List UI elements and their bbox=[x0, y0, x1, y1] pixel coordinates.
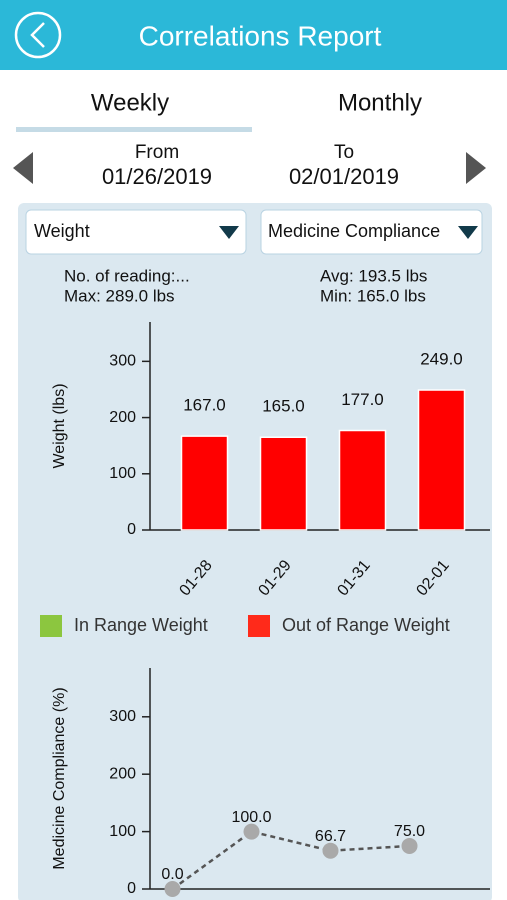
data-label: 167.0 bbox=[183, 396, 226, 415]
data-label: 177.0 bbox=[341, 390, 384, 409]
stat: Avg: 193.5 lbs bbox=[320, 266, 427, 285]
selector-text: Weight bbox=[34, 221, 90, 241]
point bbox=[401, 837, 418, 854]
dropdown-icon bbox=[458, 226, 478, 239]
y-tick-label: 100 bbox=[109, 465, 136, 482]
next-arrow[interactable] bbox=[466, 152, 486, 184]
stat: Max: 289.0 lbs bbox=[64, 286, 175, 305]
tab[interactable]: Weekly bbox=[91, 89, 169, 116]
prev-arrow[interactable] bbox=[13, 152, 33, 184]
data-label: 75.0 bbox=[394, 823, 425, 840]
data-label: 0.0 bbox=[161, 866, 183, 883]
legend-swatch bbox=[40, 615, 62, 637]
tab-underline bbox=[16, 127, 252, 132]
tab[interactable]: Monthly bbox=[338, 89, 422, 116]
back-arrow bbox=[30, 22, 45, 48]
legend-swatch bbox=[248, 615, 270, 637]
y-tick-label: 0 bbox=[127, 521, 136, 538]
y-tick-label: 0 bbox=[127, 880, 136, 897]
bar bbox=[338, 429, 387, 531]
bar bbox=[180, 435, 229, 531]
header-bar bbox=[0, 0, 507, 70]
legend-label: Out of Range Weight bbox=[282, 615, 450, 635]
data-label: 249.0 bbox=[420, 350, 463, 369]
y-tick-label: 300 bbox=[109, 708, 136, 725]
to-date: 02/01/2019 bbox=[289, 164, 399, 189]
dropdown-icon bbox=[219, 226, 239, 239]
data-label: 66.7 bbox=[315, 828, 346, 845]
y-axis-label: Medicine Compliance (%) bbox=[51, 687, 68, 869]
point bbox=[243, 823, 260, 840]
legend-label: In Range Weight bbox=[74, 615, 208, 635]
panel bbox=[18, 203, 492, 900]
point bbox=[164, 881, 181, 897]
bar bbox=[259, 436, 308, 531]
y-tick-label: 100 bbox=[109, 823, 136, 840]
line bbox=[171, 830, 410, 891]
data-label: 165.0 bbox=[262, 397, 305, 416]
bar bbox=[417, 389, 466, 531]
y-tick-label: 200 bbox=[109, 409, 136, 426]
from-date: 01/26/2019 bbox=[102, 164, 212, 189]
selector[interactable] bbox=[260, 209, 483, 255]
y-axis-label: Weight (lbs) bbox=[51, 383, 68, 468]
back-circle bbox=[14, 11, 62, 59]
y-tick-label: 300 bbox=[109, 353, 136, 370]
to-label: To bbox=[334, 142, 354, 163]
stat: Min: 165.0 lbs bbox=[320, 286, 426, 305]
back-button[interactable] bbox=[14, 11, 62, 59]
data-label: 100.0 bbox=[231, 809, 271, 826]
header-title: Correlations Report bbox=[139, 20, 382, 51]
selector-text: Medicine Compliance bbox=[268, 221, 440, 241]
from-label: From bbox=[135, 142, 179, 163]
stat: No. of reading:... bbox=[64, 266, 190, 285]
point bbox=[322, 842, 339, 859]
y-tick-label: 200 bbox=[109, 765, 136, 782]
selector[interactable] bbox=[25, 209, 247, 255]
